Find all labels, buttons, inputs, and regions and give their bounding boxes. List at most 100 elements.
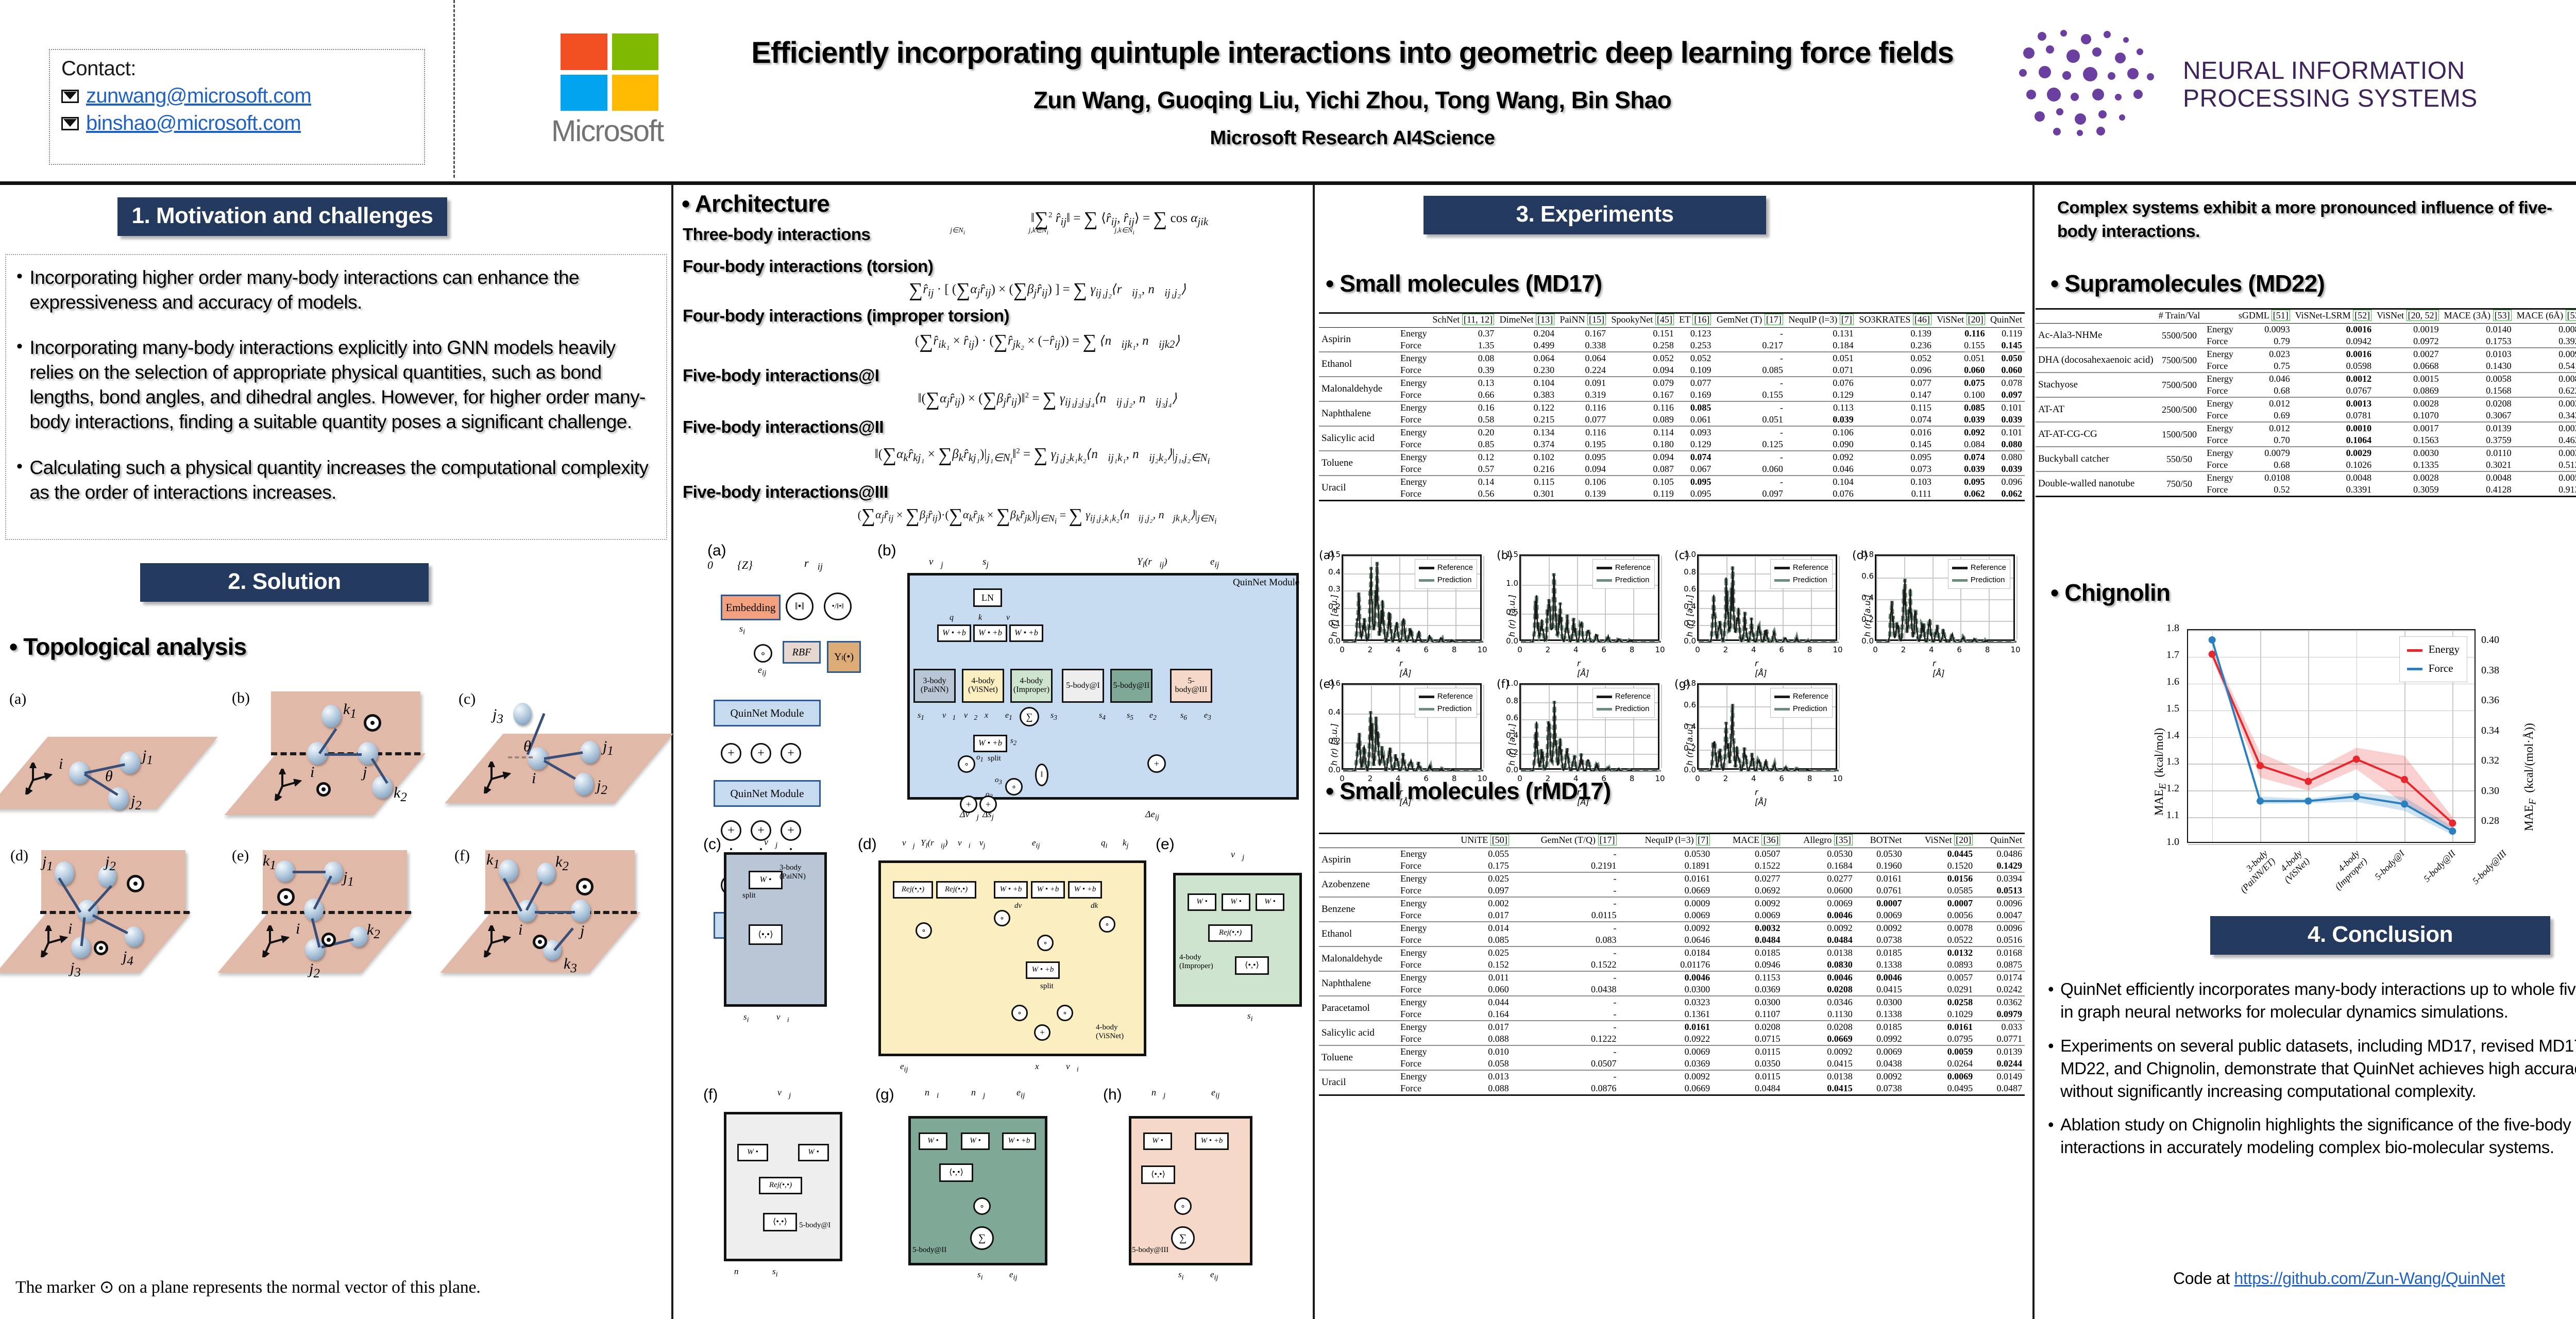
- molecule-name: Malonaldehyde: [1319, 946, 1396, 971]
- chignolin-gridline-v: [2212, 630, 2213, 842]
- motivation-bullet-2: • Incorporating many-body interactions e…: [16, 335, 655, 434]
- label-theta: θ: [523, 738, 531, 755]
- reference-badge: [20]: [1954, 834, 1973, 845]
- metric-value: 0.383: [1533, 390, 1555, 400]
- table-row: Force0.700.10640.15630.37590.46350.11530…: [2036, 434, 2576, 447]
- chignolin-gridline-h: [2188, 817, 2475, 818]
- molecule-name: Azobenzene: [1319, 872, 1396, 897]
- metric-value: 0.0258: [1904, 995, 1976, 1008]
- chignolin-gridline-h: [2188, 630, 2475, 631]
- reference-badge: [11, 12]: [1462, 314, 1495, 325]
- five-body-2-block: 5-body@II: [1110, 669, 1153, 703]
- output-delta-eij-label: Δeij: [1145, 809, 1159, 822]
- metric-value: 0.0869: [2413, 385, 2439, 396]
- metric-value: 0.0053: [2514, 471, 2576, 484]
- metric-value: 0.0484: [1827, 935, 1853, 945]
- legend-swatch-reference: [1774, 566, 1790, 569]
- metric-label: Energy: [2202, 323, 2236, 335]
- metric-value: 0.0438: [1591, 984, 1617, 994]
- metric-value: 0.129: [1690, 439, 1711, 449]
- label-j2: j2: [309, 960, 320, 980]
- normalize-operator: •/‖•‖: [824, 593, 852, 620]
- split-label: split: [988, 754, 1001, 763]
- metric-value: 0.3391: [2346, 484, 2372, 495]
- rdf-gridline: [1754, 556, 1756, 639]
- metric-value: 0.0103: [2441, 347, 2514, 360]
- metric-value: 0.0585: [1947, 885, 1973, 895]
- metric-value: 0.12: [1429, 450, 1497, 463]
- table-row: Force 0.097 - 0.0669 0.0692 0.0600 0.0761 0.058…: [1319, 885, 2025, 897]
- inner-product-block: ⟨•,•⟩: [939, 1163, 973, 1182]
- motivation-bullet-3: • Calculating such a physical quantity i…: [16, 455, 655, 505]
- hadamard-operator: ∘: [1174, 1197, 1192, 1215]
- add-operator: +: [960, 796, 977, 813]
- metric-value: 0.089: [1653, 414, 1674, 425]
- md17-table-wrap: SchNet [11, 12] DimeNet [13] PaiNN [15] Spo…: [1319, 312, 2025, 501]
- diagram-tag-a: (a): [707, 542, 726, 559]
- metric-value: 0.0046: [1855, 971, 1905, 984]
- rdf-legend: Reference Prediction: [1592, 688, 1655, 718]
- metric-value: 0.0277: [1713, 872, 1783, 885]
- contact-label: Contact:: [61, 57, 136, 80]
- metric-value: 0.097: [1488, 885, 1509, 895]
- table-row: Malonaldehyde Energy 0.13 0.104 0.091 0.079 0.…: [1319, 376, 2025, 401]
- metric-value: 0.046: [1833, 464, 1854, 474]
- table-row: Ethanol Energy 0.014-0.0092 0.0032 0.0092 0.0…: [1319, 921, 2025, 946]
- input-sj-label: sj: [982, 556, 989, 569]
- metric-value: 0.0080: [2514, 323, 2576, 335]
- rdf-gridline: [1699, 642, 1836, 644]
- email-link-2[interactable]: binshao@microsoft.com: [86, 112, 301, 134]
- metric-value: 0.092: [1785, 450, 1856, 463]
- atom-i: [304, 899, 324, 921]
- table-row: Force 0.66 0.383 0.319 0.167 0.169 0.155 0.129 0…: [1319, 389, 2025, 401]
- legend-label-force: Force: [2428, 662, 2453, 674]
- diagram-tag-b: (b): [877, 542, 896, 559]
- metric-value: 0.0669: [1684, 885, 1710, 895]
- output-s6-label: s6: [1180, 711, 1187, 722]
- input-kj-label: kj: [1123, 838, 1129, 850]
- legend-label-prediction: Prediction: [1615, 576, 1650, 584]
- metric-value: 0.4635: [2558, 435, 2576, 445]
- metric-value: 0.4128: [2486, 484, 2512, 495]
- code-url-link[interactable]: https://github.com/Zun-Wang/QuinNet: [2234, 1269, 2505, 1288]
- metric-label: Energy: [1396, 1045, 1441, 1058]
- metric-value: 0.0056: [1947, 910, 1973, 920]
- table-row: Force 0.39 0.230 0.224 0.094 0.109 0.085 0.071 0…: [1319, 364, 2025, 377]
- rdf-y-tick: 1.0: [1684, 550, 1696, 559]
- table-row: Stachyose 7500/500 Energy 0.046 0.0012 0.0015…: [2036, 372, 2576, 397]
- metric-value: -: [1511, 1045, 1619, 1058]
- output-delta-sj-label: Δsj: [982, 809, 994, 822]
- rdf-y-tick: 0.0: [1328, 765, 1341, 774]
- metric-value: 0.14: [1429, 475, 1497, 488]
- diagram-tag-g: (g): [875, 1086, 894, 1103]
- metric-value: 0.097: [1762, 488, 1783, 499]
- add-operator: +: [721, 743, 741, 764]
- metric-value: 0.253: [1690, 340, 1711, 350]
- rdf-y-tick: 0.3: [1328, 584, 1341, 594]
- axes-icon: [482, 923, 512, 960]
- metric-value: 0.0277: [1783, 872, 1855, 885]
- bullet-dot: •: [2048, 1036, 2054, 1055]
- rdf-x-tick: 2: [1545, 645, 1551, 654]
- output-vi-label: v⃗i: [1066, 1061, 1079, 1074]
- metric-value: 0.0323: [1619, 995, 1713, 1008]
- metric-value: 0.051: [1762, 414, 1783, 425]
- metric-value: 0.167: [1557, 327, 1608, 340]
- metric-value: 0.1107: [1755, 1009, 1781, 1019]
- metric-value: 0.1891: [1684, 860, 1710, 871]
- email-link-1[interactable]: zunwang@microsoft.com: [86, 84, 312, 107]
- five-body-1-panel-label: 5-body@I: [799, 1221, 831, 1229]
- five-body-3-block: 5-body@III: [1170, 669, 1212, 703]
- metric-value: 0.0946: [1754, 959, 1781, 970]
- chignolin-y-tick-right: 0.38: [2481, 664, 2499, 676]
- metric-value: 0.085: [1676, 401, 1714, 414]
- metric-value: -: [1613, 885, 1617, 895]
- reference-badge: [52]: [2353, 310, 2372, 321]
- input-eij-label: eij: [1032, 838, 1040, 850]
- rdf-reference-curve: [1699, 704, 1839, 771]
- metric-value: 0.1568: [2486, 385, 2512, 396]
- metric-value: 0.106: [1557, 475, 1608, 488]
- column-separator-1: [671, 184, 673, 1319]
- metric-value: 0.0300: [1713, 995, 1783, 1008]
- chignolin-series-svg: [2208, 636, 2456, 835]
